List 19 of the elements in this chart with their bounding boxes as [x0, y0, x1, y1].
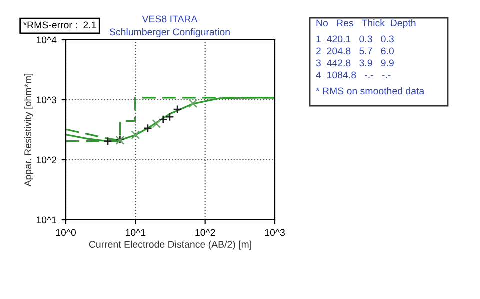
- y-tick-label: 10^4: [36, 36, 57, 44]
- chart-subtitle: Schlumberger Configuration: [110, 28, 230, 38]
- x-tick-label: 10^2: [196, 229, 216, 236]
- text: 4 1084.8 -.- -.-: [316, 72, 391, 79]
- x-tick-label: 10^1: [126, 229, 146, 236]
- text: *RMS-error : 2.1: [23, 22, 96, 29]
- x-tick-label: 10^0: [56, 229, 76, 236]
- text: 3 442.8 3.9 9.9: [316, 60, 394, 67]
- text: No Res Thick Depth: [316, 19, 416, 29]
- text: 2 204.8 5.7 6.0: [316, 48, 394, 55]
- y-tick-label: 10^2: [36, 156, 56, 164]
- y-tick-label: 10^1: [36, 216, 56, 224]
- x-axis-title: Current Electrode Distance (AB/2) [m]: [89, 240, 252, 250]
- chart-title: VES8 ITARA: [142, 16, 198, 23]
- y-axis-title: Appar. Resistivity [ohm*m]: [24, 74, 34, 187]
- text: 1 420.1 0.3 0.3: [316, 36, 394, 43]
- text: * RMS on smoothed data: [316, 87, 425, 95]
- y-tick-label: 10^3: [36, 96, 57, 104]
- x-tick-label: 10^3: [265, 229, 285, 236]
